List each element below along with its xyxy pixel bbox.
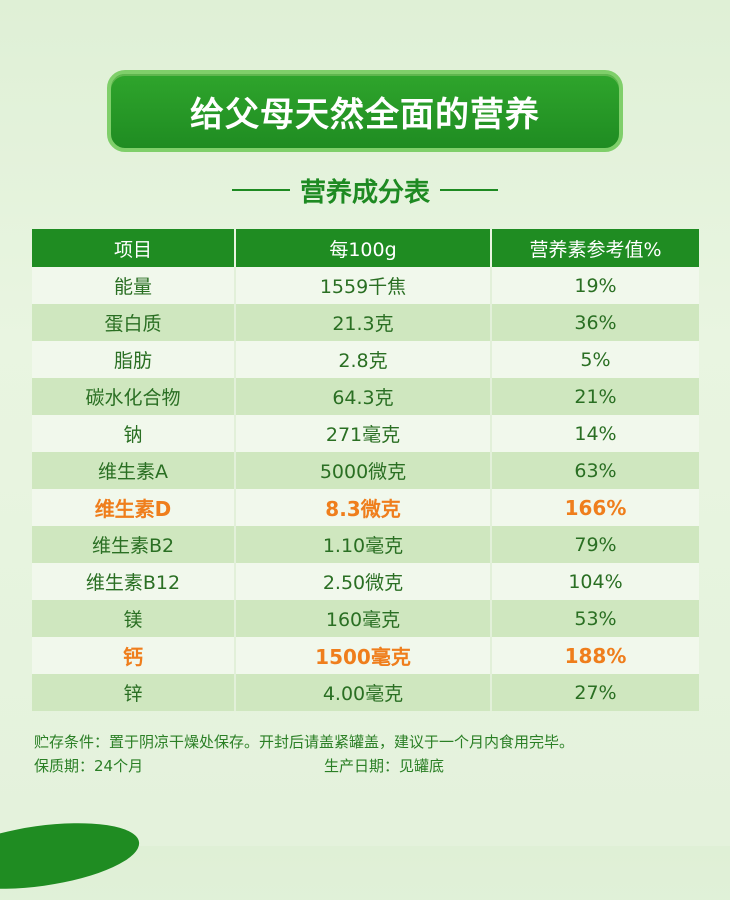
cell-nrv: 63% [492,452,699,489]
table-row: 蛋白质 21.3克 36% [32,304,699,341]
table-row: 维生素A 5000微克 63% [32,452,699,489]
table-body: 能量 1559千焦 19% 蛋白质 21.3克 36% 脂肪 2.8克 5% 碳水化合物 64.3克… [32,267,699,711]
table-row: 碳水化合物 64.3克 21% [32,378,699,415]
cell-nrv: 79% [492,526,699,563]
table-subtitle: 营养成分表 [0,170,730,210]
cell-per100g: 8.3微克 [236,489,492,526]
cell-item: 钠 [32,415,236,452]
cell-per100g: 5000微克 [236,452,492,489]
table-row: 能量 1559千焦 19% [32,267,699,304]
cell-nrv: 19% [492,267,699,304]
table-row: 维生素D 8.3微克 166% [32,489,699,526]
cell-item: 维生素B2 [32,526,236,563]
cell-item: 碳水化合物 [32,378,236,415]
storage-note: 贮存条件：置于阴凉干燥处保存。开封后请盖紧罐盖，建议于一个月内食用完毕。 [34,733,575,751]
cell-per100g: 1500毫克 [236,637,492,674]
cell-per100g: 271毫克 [236,415,492,452]
subtitle-left-line [231,189,290,191]
cell-item: 锌 [32,674,236,711]
cell-per100g: 4.00毫克 [236,674,492,711]
table-row: 维生素B2 1.10毫克 79% [32,526,699,563]
cell-nrv: 36% [492,304,699,341]
cell-item: 钙 [32,637,236,674]
table-row: 脂肪 2.8克 5% [32,341,699,378]
subtitle-text: 营养成分表 [299,177,430,208]
cell-item: 维生素B12 [32,563,236,600]
cell-per100g: 1559千焦 [236,267,492,304]
cell-item: 蛋白质 [32,304,236,341]
table-row: 维生素B12 2.50微克 104% [32,563,699,600]
nutrition-table: 项目 每100g 营养素参考值% 能量 1559千焦 19% 蛋白质 21.3克 36% 脂… [32,229,699,711]
header-per100g: 每100g [236,229,492,267]
table-header-row: 项目 每100g 营养素参考值% [32,229,699,267]
cell-nrv: 14% [492,415,699,452]
cell-item: 维生素D [32,489,236,526]
header-item: 项目 [32,229,236,267]
cell-item: 镁 [32,600,236,637]
shelf-life: 保质期：24个月 [34,757,144,775]
cell-per100g: 64.3克 [236,378,492,415]
cell-nrv: 5% [492,341,699,378]
cell-nrv: 104% [492,563,699,600]
cell-per100g: 160毫克 [236,600,492,637]
cell-per100g: 1.10毫克 [236,526,492,563]
subtitle-right-line [440,189,498,191]
cell-per100g: 2.50微克 [236,563,492,600]
table-row: 镁 160毫克 53% [32,600,699,637]
cell-nrv: 27% [492,674,699,711]
production-date: 生产日期：见罐底 [324,757,445,775]
cell-per100g: 21.3克 [236,304,492,341]
table-row: 钙 1500毫克 188% [32,637,699,674]
cell-per100g: 2.8克 [236,341,492,378]
cell-item: 能量 [32,267,236,304]
header-nrv: 营养素参考值% [492,229,699,267]
cell-item: 维生素A [32,452,236,489]
table-row: 锌 4.00毫克 27% [32,674,699,711]
cell-item: 脂肪 [32,341,236,378]
cell-nrv: 188% [492,637,699,674]
table-row: 钠 271毫克 14% [32,415,699,452]
cell-nrv: 21% [492,378,699,415]
cell-nrv: 53% [492,600,699,637]
banner-title: 给父母天然全面的营养 [107,70,623,152]
cell-nrv: 166% [492,489,699,526]
corner-decoration [0,812,144,900]
